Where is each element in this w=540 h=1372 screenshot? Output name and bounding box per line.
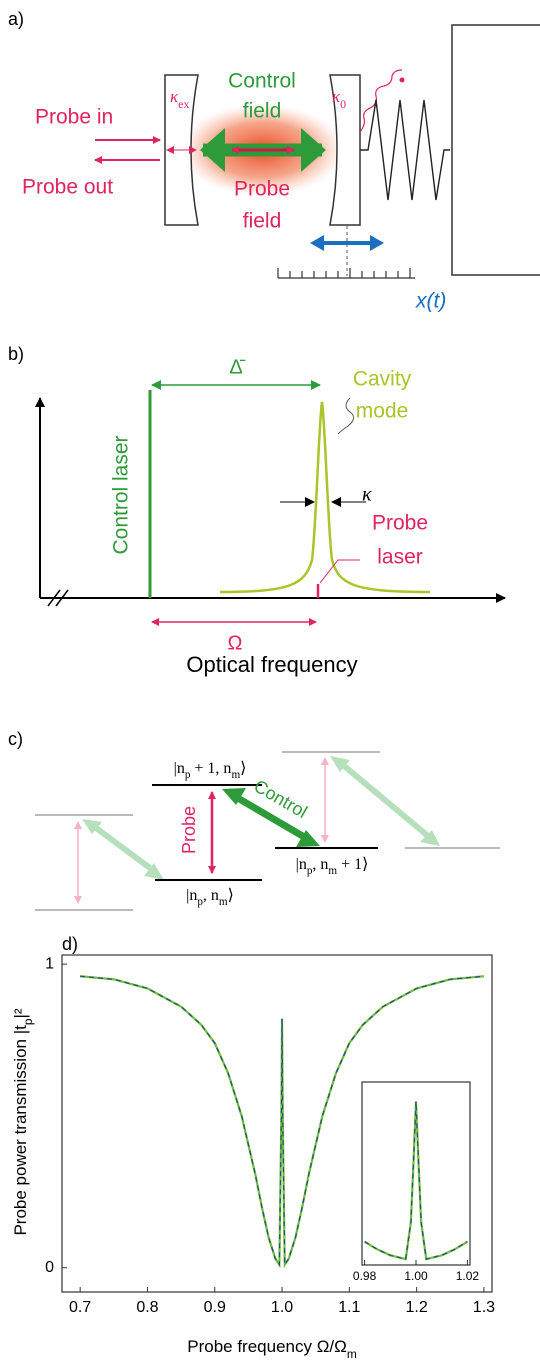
- ket-label: |np + 1, nm⟩: [174, 760, 247, 781]
- control-laser-label: Control laser: [110, 435, 133, 554]
- x-tick-label: 1.02: [456, 1269, 480, 1283]
- text-part: Probe power transmission |t: [11, 1025, 30, 1236]
- x-tick-label: 0.7: [69, 1299, 91, 1316]
- spring: [360, 99, 450, 201]
- text-part: |n: [186, 887, 197, 904]
- y-tick-label: 1: [45, 955, 54, 972]
- text-part: ⟩: [228, 887, 234, 904]
- control-label: Control: [228, 70, 296, 93]
- subscript: p: [307, 865, 313, 877]
- probe-label: Probe: [234, 178, 290, 201]
- omega-label: Ω: [228, 632, 243, 654]
- support: [451, 24, 540, 276]
- subscript: p: [21, 1018, 35, 1025]
- axis-break: [47, 589, 69, 607]
- ket-label: |np, nm + 1⟩: [296, 856, 369, 877]
- control-label: field: [243, 100, 282, 123]
- x-axis-label: Probe frequency Ω/Ωm: [187, 1337, 357, 1361]
- x-tick-label: 0.8: [136, 1299, 158, 1316]
- probe-out-label: Probe out: [22, 176, 113, 199]
- y-tick-label: 0: [45, 1259, 54, 1276]
- scattered-light-tip: [399, 77, 405, 83]
- subscript: m: [219, 896, 228, 908]
- kappa-label: κ: [362, 484, 372, 506]
- ruler: [277, 268, 415, 279]
- text-part: |n: [174, 760, 185, 777]
- x-axis-label: Optical frequency: [186, 652, 357, 677]
- subscript: m: [328, 865, 337, 877]
- panel-label: c): [8, 729, 23, 749]
- probe-laser-label: laser: [377, 546, 423, 569]
- scattered-light: [359, 69, 403, 133]
- text-part: Probe frequency Ω/Ω: [187, 1337, 347, 1356]
- transmission-curve-dashed: [364, 1101, 468, 1260]
- x-tick-label: 1.0: [271, 1299, 293, 1316]
- y-axis-label: Probe power transmission |tp|²: [11, 1008, 35, 1235]
- text-part: κ: [170, 87, 179, 106]
- movable-mirror: [329, 74, 361, 226]
- sideband-control: [94, 762, 430, 871]
- x-tick-label: 1.1: [338, 1299, 360, 1316]
- panel-label: b): [8, 344, 24, 364]
- text-part: + 1, n: [190, 760, 231, 777]
- probe-in-label: Probe in: [35, 106, 113, 129]
- subscript: ex: [178, 97, 189, 111]
- x-tick-label: 1.00: [404, 1269, 428, 1283]
- panel-label: d): [62, 934, 78, 954]
- kappa-0: κ0: [332, 87, 346, 111]
- cavity-mode: [219, 401, 431, 594]
- text-part: + 1⟩: [337, 856, 368, 873]
- transmission-curve-dashed: [80, 975, 484, 1267]
- sideband-heads: [82, 756, 440, 880]
- ket-label: |np, nm⟩: [186, 887, 234, 908]
- subscript: 0: [340, 97, 346, 111]
- levels: [152, 784, 378, 881]
- subscript: p: [185, 769, 191, 781]
- x-tick-label: 1.3: [473, 1299, 495, 1316]
- control-heads: [222, 788, 320, 847]
- text-part: |²: [11, 1008, 30, 1018]
- sideband-levels: [35, 751, 500, 911]
- text-part: , n: [312, 856, 328, 873]
- subscript: p: [197, 896, 203, 908]
- control-label: Control: [250, 776, 310, 822]
- panel-a: a) Control field Probe field Probe in Pr…: [8, 9, 540, 313]
- panel-b: b) Control laser Δ̄ Cavity mode κ Probe …: [8, 344, 506, 677]
- displacement-label: x(t): [415, 290, 446, 313]
- text-part: ⟩: [240, 760, 246, 777]
- x-tick-label: 0.9: [204, 1299, 226, 1316]
- text-part: , n: [203, 887, 219, 904]
- subscript: m: [231, 769, 240, 781]
- text-part: |n: [296, 856, 307, 873]
- probe-laser-label: Probe: [372, 512, 428, 535]
- probe-label: Probe: [179, 806, 199, 854]
- kappa-ex: κex: [170, 87, 189, 111]
- detuning-label: Δ̄: [229, 356, 245, 378]
- x-tick-label: 1.2: [406, 1299, 428, 1316]
- panel-label: a): [8, 9, 24, 29]
- cavity-pointer: [337, 397, 354, 435]
- text-part: κ: [332, 87, 341, 106]
- subscript: m: [347, 1347, 357, 1361]
- control-transition: [234, 793, 308, 842]
- cavity-label: mode: [356, 400, 409, 423]
- cavity-label: Cavity: [353, 368, 412, 391]
- x-tick-label: 0.98: [353, 1269, 377, 1283]
- probe-label: field: [243, 210, 282, 233]
- panel-d: d) Probe power transmission |tp|² Probe …: [11, 934, 495, 1361]
- probe-pointer: [319, 559, 360, 584]
- panel-c: c) |np + 1, nm⟩ |np, nm⟩ |np, nm + 1⟩ Pr…: [8, 729, 500, 911]
